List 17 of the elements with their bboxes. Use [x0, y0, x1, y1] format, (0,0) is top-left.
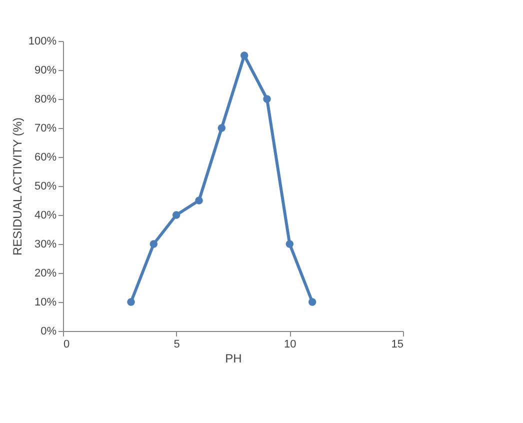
y-tick-label: 40%: [34, 210, 57, 222]
y-tick-label: 30%: [34, 238, 57, 250]
x-tick-label: 15: [391, 338, 404, 350]
x-axis-title: PH: [225, 352, 242, 366]
y-tick-label: 50%: [34, 180, 57, 192]
x-tick-label: 0: [64, 338, 70, 350]
y-axis-title: RESIDUAL ACTIVITY (%): [10, 117, 24, 256]
x-tick-label: 10: [284, 338, 296, 350]
y-tick-label: 100%: [28, 36, 57, 48]
y-tick-label: 70%: [34, 122, 57, 134]
y-tick-label: 20%: [34, 268, 57, 280]
y-tick-label: 0%: [40, 326, 57, 338]
y-tick-label: 60%: [34, 152, 57, 164]
y-tick-label: 90%: [34, 64, 57, 76]
x-tick-label: 5: [174, 338, 180, 350]
y-tick-label: 10%: [34, 296, 57, 308]
y-tick-label: 80%: [34, 94, 57, 106]
